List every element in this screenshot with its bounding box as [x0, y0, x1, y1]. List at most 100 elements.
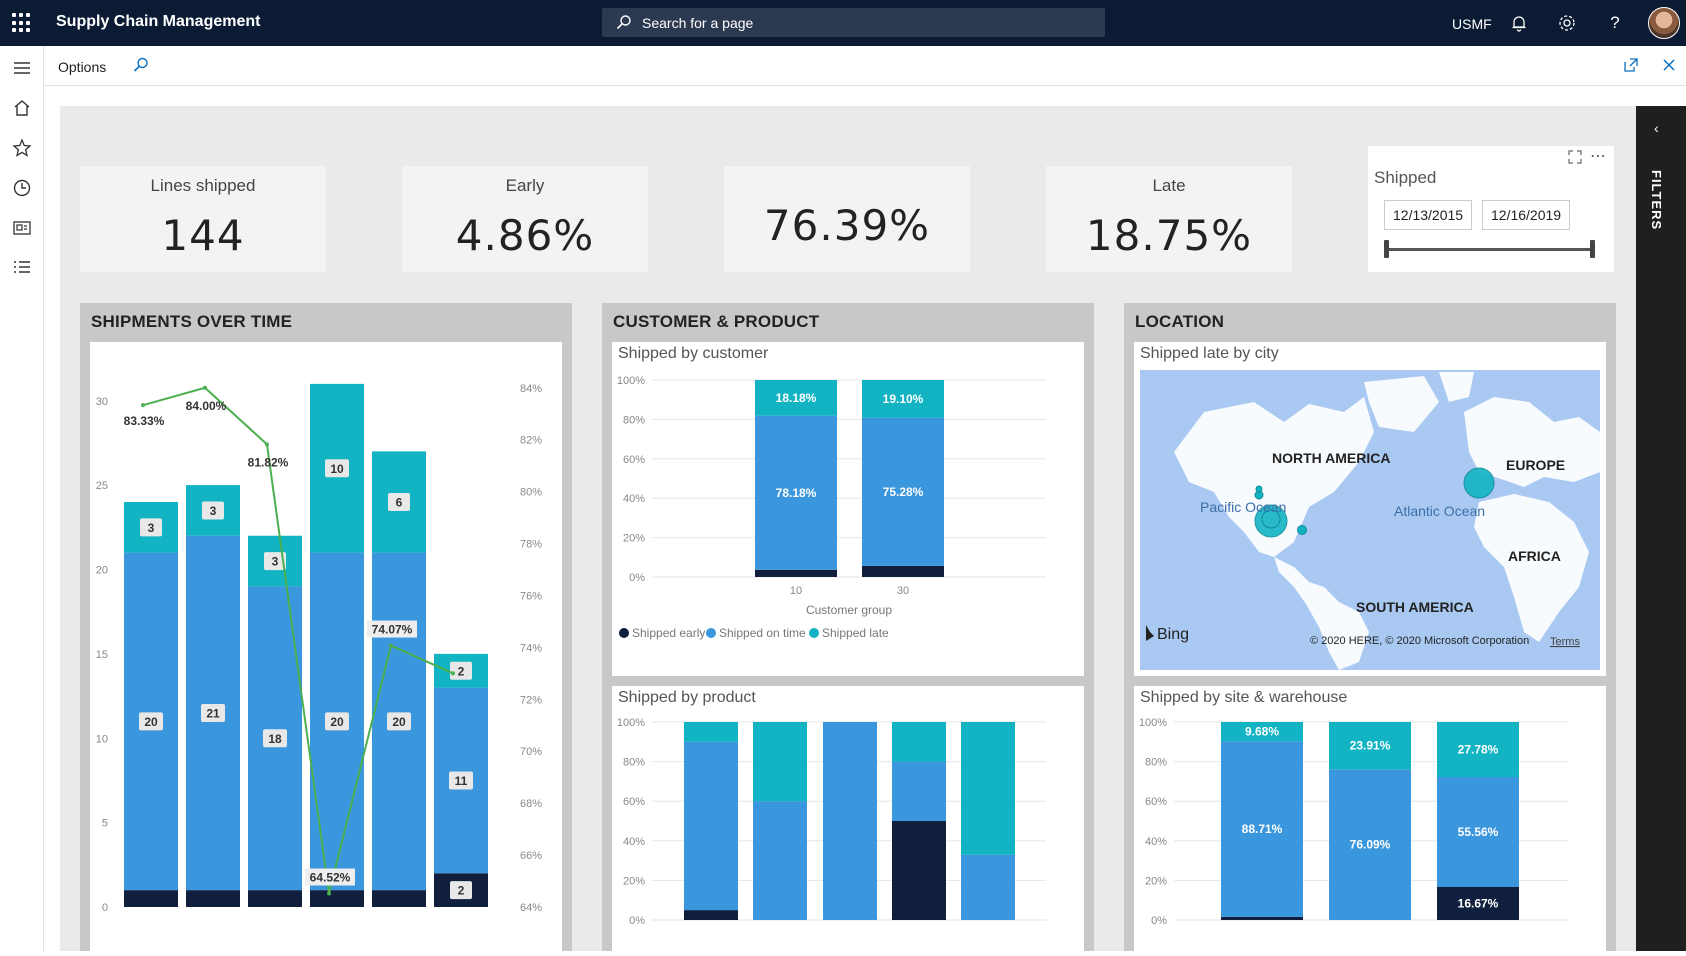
- home-icon[interactable]: [11, 97, 33, 119]
- bar-segment[interactable]: [892, 821, 946, 920]
- bar-segment[interactable]: [862, 417, 944, 566]
- kpi-title: Lines shipped: [150, 176, 256, 195]
- bar-segment[interactable]: [684, 722, 738, 742]
- search-box[interactable]: Search for a page: [602, 8, 1105, 37]
- bar-segment[interactable]: [753, 722, 807, 802]
- bar-segment[interactable]: [892, 722, 946, 762]
- bar-segment[interactable]: [755, 380, 837, 416]
- line-point[interactable]: [203, 385, 207, 390]
- gear-icon[interactable]: [1557, 13, 1577, 33]
- city-bubble[interactable]: [1255, 485, 1263, 493]
- shipments-over-time-chart[interactable]: 0 5 10 15 20 25 30 64% 66% 68% 70% 72% 74% 76% 78% 80% 8…: [90, 342, 562, 951]
- data-label: 10: [330, 462, 344, 476]
- start-handle[interactable]: [1384, 240, 1389, 258]
- focus-mode-icon[interactable]: [1568, 150, 1582, 164]
- shipped-by-product-card[interactable]: Shipped by product 0% 20% 40% 60% 80% 100%: [612, 686, 1084, 951]
- bar-segment[interactable]: [1437, 721, 1519, 777]
- bar-segment[interactable]: [823, 722, 877, 920]
- city-bubble[interactable]: [1254, 504, 1288, 538]
- end-date-input[interactable]: 12/16/2019: [1482, 200, 1571, 230]
- bar-segment[interactable]: [684, 741, 738, 911]
- kpi-late[interactable]: Late 18.75%: [1046, 166, 1292, 272]
- bar-segment[interactable]: [248, 890, 302, 907]
- hamburger-icon[interactable]: [11, 57, 33, 79]
- bar-segment[interactable]: [1329, 769, 1411, 920]
- bell-icon[interactable]: [1509, 13, 1529, 33]
- shipped-by-customer-chart[interactable]: 0% 20% 40% 60% 80% 100% 78.18% 18.18% 75.28% 19.1…: [612, 342, 1084, 676]
- close-icon[interactable]: [1660, 56, 1678, 74]
- on-time-rate-line[interactable]: [142, 386, 454, 894]
- line-point[interactable]: [327, 891, 331, 896]
- shipped-by-customer-card[interactable]: Shipped by customer 0% 20% 40% 60% 80% 100% 78…: [612, 342, 1084, 676]
- search-icon[interactable]: [132, 56, 150, 74]
- shipments-chart-card[interactable]: 0 5 10 15 20 25 30 64% 66% 68% 70% 72% 74% 76% 78% 80% 8…: [90, 342, 562, 951]
- bar-segment[interactable]: [310, 890, 364, 907]
- y-tick-label: 30: [96, 396, 108, 408]
- bar-segment[interactable]: [1221, 722, 1303, 742]
- bar-segment[interactable]: [1437, 886, 1519, 920]
- company-picker[interactable]: USMF: [1452, 16, 1492, 32]
- kpi-lines-shipped[interactable]: Lines shipped 144: [80, 166, 326, 272]
- card-title: Shipped late by city: [1140, 345, 1279, 362]
- kpi-early[interactable]: Early 4.86%: [402, 166, 648, 272]
- data-label: 18: [268, 732, 282, 746]
- shipped-by-site-chart[interactable]: 0% 20% 40% 60% 80% 100% 88.71% 9.68% 76.09% 23.91…: [1134, 686, 1606, 951]
- help-icon[interactable]: ?: [1610, 13, 1620, 32]
- bar-segment[interactable]: [862, 380, 944, 418]
- shipped-by-site-card[interactable]: Shipped by site & warehouse 0% 20% 40% 60% 8…: [1134, 686, 1606, 951]
- workspace-icon[interactable]: [11, 217, 33, 239]
- line-point[interactable]: [389, 643, 393, 648]
- shipped-by-product-chart[interactable]: 0% 20% 40% 60% 80% 100%: [612, 686, 1084, 951]
- city-bubble[interactable]: [1463, 467, 1495, 499]
- bar-segment[interactable]: [1329, 722, 1411, 770]
- list-icon[interactable]: [11, 257, 33, 279]
- start-date-input[interactable]: 12/13/2015: [1384, 200, 1473, 230]
- legend-label[interactable]: Shipped late: [822, 626, 889, 640]
- bar-segment[interactable]: [753, 801, 807, 920]
- app-title[interactable]: Supply Chain Management: [56, 13, 261, 30]
- bar-segment[interactable]: [1221, 916, 1303, 920]
- bar-segment[interactable]: [892, 761, 946, 821]
- bar-segment[interactable]: [755, 415, 837, 570]
- more-options-icon[interactable]: ⋯: [1590, 148, 1606, 165]
- data-label: 3: [210, 504, 217, 518]
- bar-segment[interactable]: [862, 565, 944, 577]
- app-launcher-icon[interactable]: [12, 13, 32, 33]
- chevron-left-icon[interactable]: ‹: [1654, 120, 1659, 136]
- legend-label[interactable]: Shipped early: [632, 626, 705, 640]
- clock-icon[interactable]: [11, 177, 33, 199]
- options-menu[interactable]: Options: [58, 59, 107, 75]
- kpi-value: 4.86%: [455, 211, 595, 260]
- legend-label[interactable]: Shipped on time: [719, 626, 806, 640]
- bar-segment[interactable]: [684, 910, 738, 920]
- kpi-on-time[interactable]: 76.39%: [724, 166, 970, 272]
- terms-link[interactable]: Terms: [1550, 636, 1580, 648]
- city-bubble[interactable]: [1297, 525, 1307, 535]
- map-label-europe: EUROPE: [1506, 457, 1565, 473]
- bar-segment[interactable]: [755, 569, 837, 577]
- filters-pane[interactable]: ‹ FILTERS: [1636, 106, 1686, 951]
- y-tick-label: 60%: [623, 796, 645, 808]
- line-point[interactable]: [265, 442, 269, 447]
- bar-segment[interactable]: [372, 890, 426, 907]
- bing-label: Bing: [1157, 626, 1189, 643]
- shipped-date-slicer[interactable]: ⋯ Shipped 12/13/2015 12/16/2019: [1368, 146, 1614, 272]
- kpi-value: 76.39%: [763, 201, 931, 250]
- bar-segment[interactable]: [961, 854, 1015, 920]
- shipped-late-by-city-card[interactable]: Shipped late by city NORTH AMERICA EUROP…: [1134, 342, 1606, 676]
- end-handle[interactable]: [1590, 240, 1595, 258]
- bar-segment[interactable]: [124, 890, 178, 907]
- star-icon[interactable]: [11, 137, 33, 159]
- avatar[interactable]: [1648, 7, 1680, 39]
- y-tick-label: 80%: [623, 757, 645, 769]
- bar-segment[interactable]: [961, 722, 1015, 855]
- date-range-track[interactable]: [1386, 248, 1594, 251]
- world-map[interactable]: NORTH AMERICA EUROPE Pacific Ocean Atlan…: [1134, 342, 1606, 676]
- open-in-new-window-icon[interactable]: [1622, 56, 1640, 74]
- bar-segment[interactable]: [1437, 776, 1519, 887]
- line-point[interactable]: [451, 671, 455, 676]
- line-data-label: 84.00%: [186, 399, 227, 413]
- line-point[interactable]: [141, 403, 145, 408]
- bar-segment[interactable]: [1221, 741, 1303, 917]
- bar-segment[interactable]: [186, 890, 240, 907]
